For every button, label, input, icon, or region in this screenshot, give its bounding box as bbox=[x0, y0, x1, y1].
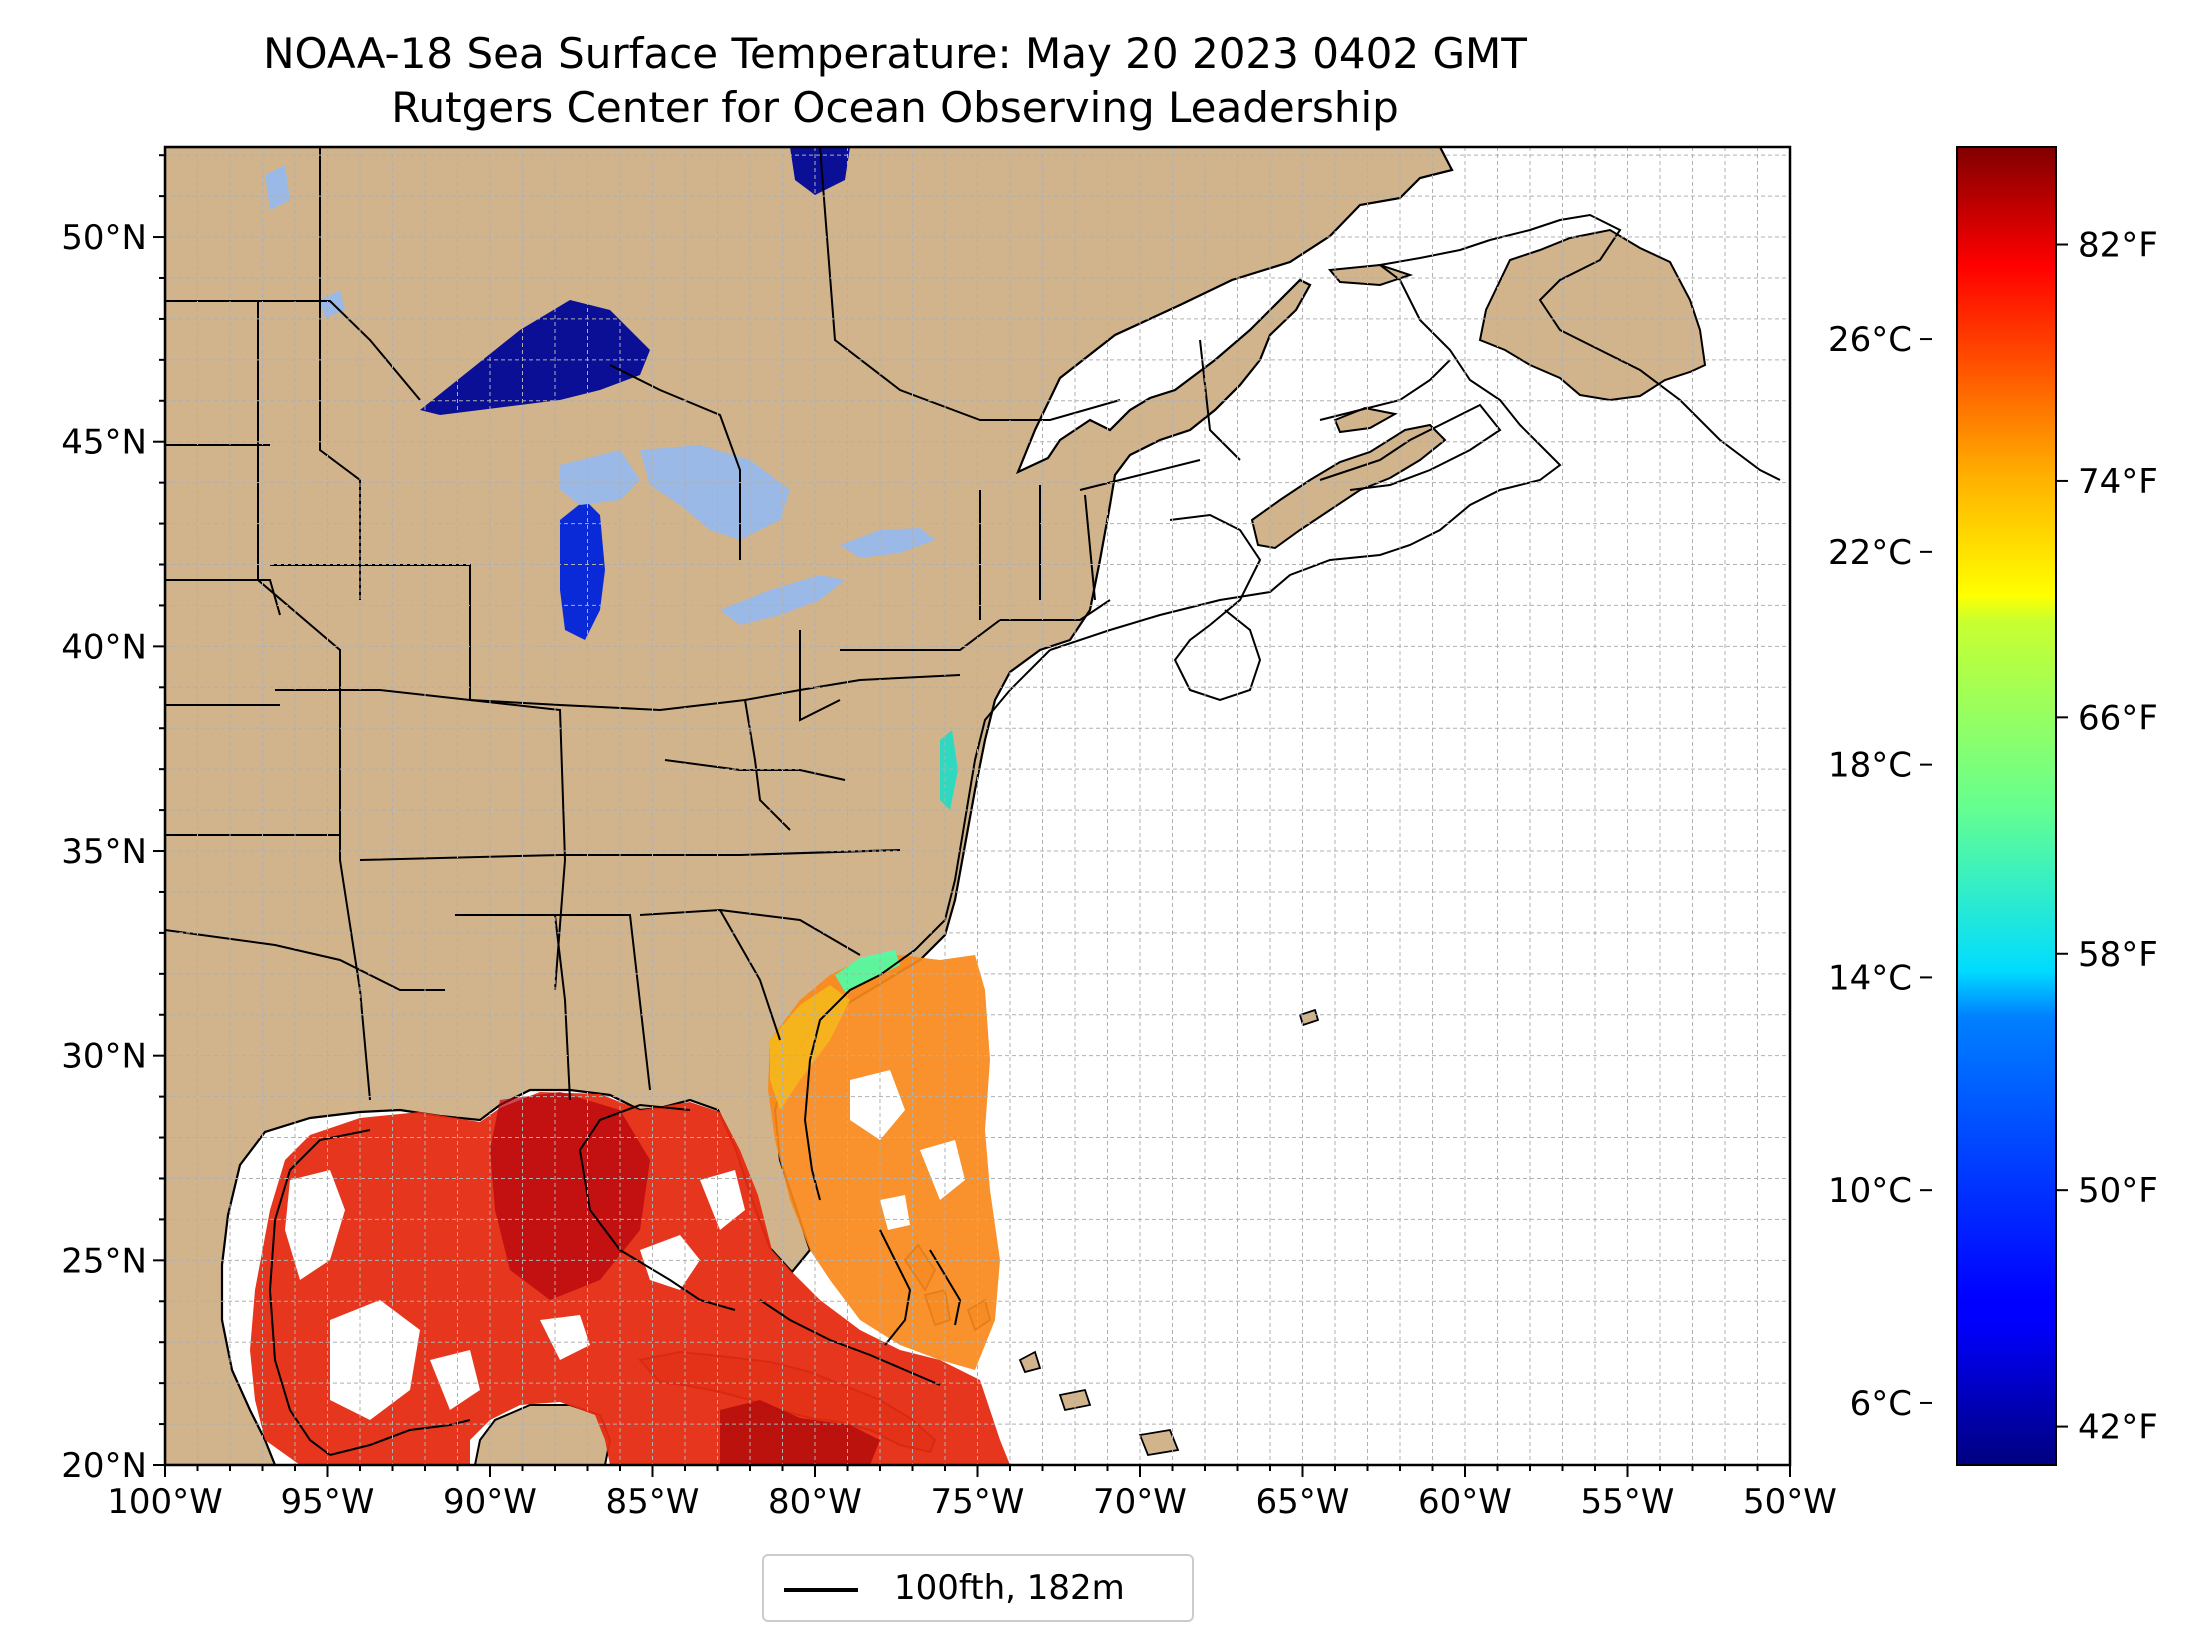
sst-atlantic-cooler bbox=[770, 985, 850, 1110]
colorbar-c-label: 26°C bbox=[1828, 320, 1912, 360]
lon-tick-label: 80°W bbox=[768, 1482, 862, 1522]
lon-tick-label: 100°W bbox=[107, 1482, 223, 1522]
lon-tick-label: 85°W bbox=[606, 1482, 700, 1522]
colorbar-f-label: 66°F bbox=[2078, 698, 2158, 738]
lake-ontario bbox=[840, 528, 935, 558]
political-borders bbox=[165, 147, 1241, 1101]
lat-tick-label: 45°N bbox=[61, 423, 147, 463]
lon-tick-label: 70°W bbox=[1093, 1482, 1187, 1522]
lake-lake-woods bbox=[265, 165, 290, 210]
legend-label: 100fth, 182m bbox=[894, 1568, 1125, 1608]
colorbar-f-label: 82°F bbox=[2078, 226, 2158, 266]
colorbar-celsius-axis: 6°C 10°C 14°C 18°C 22°C 26°C bbox=[1828, 320, 1932, 1424]
latitude-axis: 20°N 25°N 30°N 35°N 40°N 45°N 50°N bbox=[61, 154, 165, 1486]
lon-tick-label: 65°W bbox=[1256, 1482, 1350, 1522]
colorbar-c-label: 18°C bbox=[1828, 746, 1912, 786]
legend: 100fth, 182m bbox=[762, 1554, 1194, 1622]
sst-atlantic-nearshore bbox=[835, 950, 900, 992]
colorbar-f-label: 50°F bbox=[2078, 1171, 2158, 1211]
land-newfoundland bbox=[1478, 228, 1707, 402]
colorbar-f-label: 42°F bbox=[2078, 1408, 2158, 1448]
lon-tick-label: 50°W bbox=[1743, 1482, 1837, 1522]
map-gridlines bbox=[164, 147, 1791, 1466]
lat-tick-label: 25°N bbox=[61, 1241, 147, 1281]
colorbar bbox=[1956, 146, 2057, 1466]
lon-tick-label: 60°W bbox=[1418, 1482, 1512, 1522]
colorbar-c-label: 10°C bbox=[1828, 1171, 1912, 1211]
colorbar-c-label: 22°C bbox=[1828, 533, 1912, 573]
lon-tick-label: 95°W bbox=[281, 1482, 375, 1522]
map-area bbox=[165, 147, 1790, 1465]
lat-tick-label: 40°N bbox=[61, 627, 147, 667]
lake-erie bbox=[720, 575, 845, 625]
cloud-gaps-atlantic bbox=[850, 1070, 965, 1230]
lat-tick-label: 50°N bbox=[61, 218, 147, 258]
lat-tick-label: 20°N bbox=[61, 1446, 147, 1486]
lon-tick-label: 90°W bbox=[443, 1482, 537, 1522]
sst-caribbean bbox=[720, 1400, 880, 1465]
colorbar-c-label: 14°C bbox=[1828, 958, 1912, 998]
colorbar-fahrenheit-axis: 42°F 50°F 58°F 66°F 74°F 82°F bbox=[2056, 226, 2158, 1448]
chart-title: NOAA-18 Sea Surface Temperature: May 20 … bbox=[263, 29, 1527, 78]
lat-tick-label: 35°N bbox=[61, 832, 147, 872]
colorbar-f-label: 74°F bbox=[2078, 462, 2158, 502]
lat-tick-label: 30°N bbox=[61, 1037, 147, 1077]
lake-superior bbox=[420, 300, 650, 415]
colorbar-c-label: 6°C bbox=[1850, 1384, 1912, 1424]
lake-huron bbox=[640, 445, 790, 540]
land-anticosti bbox=[1328, 263, 1414, 287]
lake-winnipeg bbox=[790, 147, 850, 195]
longitude-axis: 100°W 95°W 90°W 85°W 80°W 75°W 70°W 65°W 60°W 55°… bbox=[107, 1465, 1837, 1522]
legend-line-swatch bbox=[784, 1588, 858, 1592]
lon-tick-label: 55°W bbox=[1581, 1482, 1675, 1522]
sst-atlantic-southeast bbox=[768, 955, 1000, 1370]
chart-subtitle: Rutgers Center for Ocean Observing Leade… bbox=[391, 83, 1399, 132]
lon-tick-label: 75°W bbox=[931, 1482, 1025, 1522]
colorbar-f-label: 58°F bbox=[2078, 935, 2158, 975]
sst-gulf-warm-patch bbox=[490, 1092, 650, 1300]
